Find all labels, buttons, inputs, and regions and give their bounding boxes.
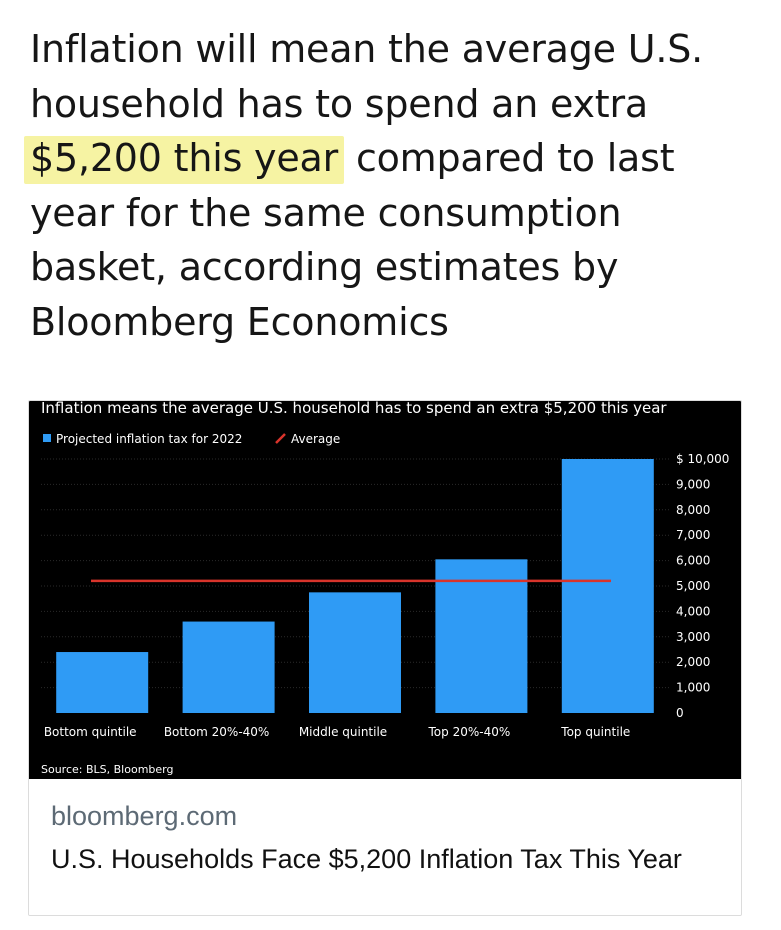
x-tick-label: Top quintile bbox=[560, 725, 630, 739]
y-tick-label: 4,000 bbox=[676, 604, 710, 618]
link-card-meta[interactable]: bloomberg.com U.S. Households Face $5,20… bbox=[29, 779, 741, 915]
x-tick-label: Bottom quintile bbox=[44, 725, 137, 739]
link-headline[interactable]: U.S. Households Face $5,200 Inflation Ta… bbox=[51, 844, 682, 874]
bar bbox=[182, 621, 275, 713]
x-tick-label: Middle quintile bbox=[299, 725, 387, 739]
y-tick-label: $ 10,000 bbox=[676, 452, 729, 466]
bar bbox=[435, 559, 528, 713]
y-tick-label: 6,000 bbox=[676, 554, 710, 568]
link-preview-card[interactable]: Inflation means the average U.S. househo… bbox=[28, 400, 742, 916]
legend-label-bars: Projected inflation tax for 2022 bbox=[56, 432, 242, 446]
legend-swatch-bars bbox=[43, 434, 51, 442]
y-tick-label: 8,000 bbox=[676, 503, 710, 517]
bottom-divider bbox=[0, 916, 781, 930]
y-tick-label: 9,000 bbox=[676, 477, 710, 491]
bar bbox=[309, 592, 401, 713]
bar-chart: Inflation means the average U.S. househo… bbox=[41, 401, 729, 776]
x-tick-label: Bottom 20%-40% bbox=[164, 725, 270, 739]
chart-title: Inflation means the average U.S. househo… bbox=[41, 401, 667, 417]
bar bbox=[56, 652, 149, 713]
chart-image: Inflation means the average U.S. househo… bbox=[29, 401, 741, 779]
legend-label-average: Average bbox=[291, 432, 340, 446]
tweet-text-end: compared to last year for the same consu… bbox=[30, 136, 675, 344]
highlighted-amount: $5,200 this year bbox=[24, 136, 345, 184]
bar bbox=[561, 459, 654, 713]
chart-source: Source: BLS, Bloomberg bbox=[41, 763, 173, 776]
y-tick-label: 7,000 bbox=[676, 528, 710, 542]
tweet-text: Inflation will mean the average U.S. hou… bbox=[24, 22, 760, 349]
y-tick-label: 3,000 bbox=[676, 630, 710, 644]
y-tick-label: 5,000 bbox=[676, 579, 710, 593]
y-tick-label: 2,000 bbox=[676, 655, 710, 669]
y-tick-label: 0 bbox=[676, 706, 684, 720]
link-domain[interactable]: bloomberg.com bbox=[51, 801, 238, 831]
x-tick-label: Top 20%-40% bbox=[428, 725, 511, 739]
legend-swatch-average bbox=[275, 433, 286, 444]
y-tick-label: 1,000 bbox=[676, 681, 710, 695]
tweet-text-start: Inflation will mean the average U.S. hou… bbox=[30, 27, 704, 126]
